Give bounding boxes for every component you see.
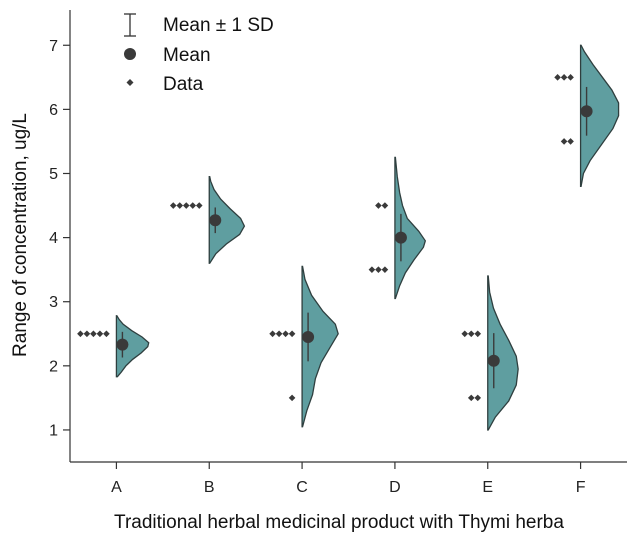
- data-point: [567, 138, 574, 145]
- x-axis-title: Traditional herbal medicinal product wit…: [114, 512, 564, 533]
- half-violin: [579, 44, 620, 187]
- data-point: [288, 330, 296, 338]
- data-point: [195, 202, 203, 209]
- x-tick-label: F: [576, 479, 586, 496]
- data-point: [103, 330, 110, 338]
- mean-marker: [209, 214, 222, 227]
- legend-data-symbol: [126, 79, 134, 86]
- violin-group-b: [169, 176, 246, 264]
- data-point: [467, 394, 475, 402]
- violin-group-d: [368, 156, 427, 300]
- half-violin: [487, 275, 519, 431]
- data-point: [182, 202, 190, 209]
- data-point: [375, 202, 382, 209]
- data-point: [90, 330, 97, 338]
- x-tick-label: B: [204, 479, 215, 496]
- half-violin: [115, 315, 150, 378]
- data-point: [461, 330, 469, 338]
- x-tick-label: E: [482, 479, 493, 496]
- mean-marker: [302, 330, 315, 343]
- data-point: [368, 266, 376, 273]
- half-violin: [301, 265, 339, 428]
- x-tick-label: C: [296, 479, 308, 496]
- data-point: [282, 330, 289, 338]
- data-point: [560, 138, 568, 145]
- violin-group-f: [554, 44, 620, 187]
- x-tick-label: A: [111, 479, 122, 496]
- y-tick-label: 4: [49, 230, 58, 247]
- y-tick-label: 1: [49, 422, 58, 439]
- legend-errorbar-symbol: [124, 13, 136, 37]
- legend: Mean ± 1 SD Mean Data: [124, 13, 274, 95]
- x-tick-label: D: [389, 479, 401, 496]
- data-point: [474, 330, 482, 338]
- mean-marker: [116, 338, 129, 351]
- y-tick-label: 5: [49, 166, 58, 183]
- data-point: [269, 330, 276, 338]
- plot-area: [77, 44, 620, 431]
- y-tick-label: 6: [49, 102, 58, 119]
- y-tick-label: 7: [49, 38, 58, 55]
- legend-label-data: Data: [163, 74, 204, 95]
- half-violin: [208, 176, 246, 264]
- data-point: [288, 394, 296, 402]
- violin-group-e: [461, 275, 519, 431]
- data-point: [176, 202, 184, 209]
- x-axis: A B C D E F: [70, 461, 627, 496]
- violin-group-a: [77, 315, 150, 378]
- legend-label-mean: Mean: [163, 45, 211, 66]
- data-point: [375, 266, 382, 273]
- data-point: [554, 74, 561, 81]
- legend-mean-symbol: [124, 48, 136, 60]
- mean-marker: [580, 105, 593, 118]
- y-axis: 1 2 3 4 5 6 7: [49, 10, 71, 462]
- half-violin: [394, 156, 427, 300]
- data-point: [169, 202, 177, 209]
- y-tick-label: 3: [49, 294, 58, 311]
- y-tick-label: 2: [49, 358, 58, 375]
- data-point: [467, 330, 475, 338]
- mean-marker: [487, 354, 500, 367]
- data-point: [77, 330, 84, 338]
- data-point: [96, 330, 104, 338]
- data-point: [189, 202, 197, 209]
- data-point: [474, 394, 482, 402]
- data-point: [567, 74, 574, 81]
- legend-label-mean-sd: Mean ± 1 SD: [163, 15, 274, 36]
- data-point: [381, 266, 389, 273]
- data-point: [275, 330, 283, 338]
- data-point: [381, 202, 389, 209]
- y-axis-title: Range of concentration, ug/L: [10, 113, 31, 357]
- data-point: [83, 330, 91, 338]
- data-point: [560, 74, 568, 81]
- mean-marker: [394, 231, 407, 244]
- violin-group-c: [269, 265, 339, 428]
